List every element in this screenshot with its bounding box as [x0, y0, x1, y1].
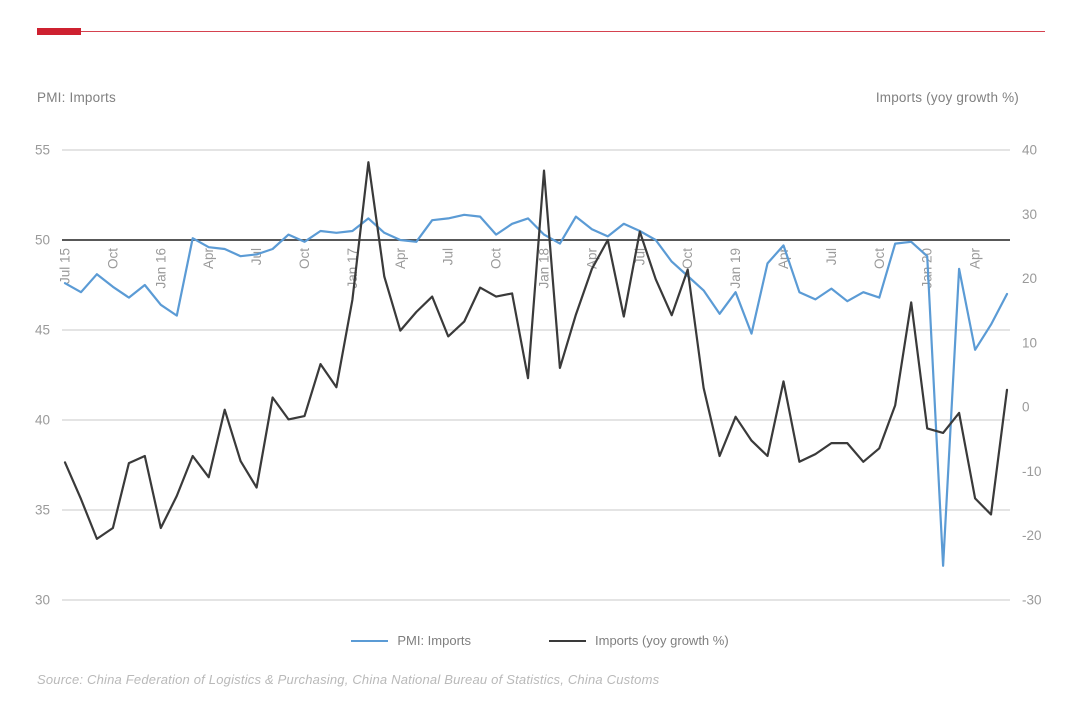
- left-axis-tick-label: 35: [35, 503, 50, 518]
- x-axis-tick-label: Jul 15: [58, 248, 73, 284]
- legend-item-pmi-imports: PMI: Imports: [351, 633, 471, 648]
- x-axis-tick-label: Oct: [872, 248, 887, 269]
- imports-yoy-line-swatch: [549, 639, 587, 642]
- x-axis-tick-label: Jan 18: [536, 248, 551, 289]
- x-axis-tick-label: Jul: [441, 248, 456, 265]
- left-axis-tick-label: 45: [35, 323, 50, 338]
- pmi-imports-line-swatch: [351, 639, 389, 642]
- legend-label: Imports (yoy growth %): [595, 633, 729, 648]
- right-axis-tick-label: -20: [1022, 528, 1042, 543]
- x-axis-tick-label: Jan 19: [728, 248, 743, 289]
- pmi-imports-line: [63, 213, 1009, 567]
- imports-yoy-line: [63, 161, 1009, 541]
- left-axis-tick-label: 50: [35, 233, 50, 248]
- x-axis-tick-label: Oct: [489, 248, 504, 269]
- x-axis-tick-label: Jul: [824, 248, 839, 265]
- right-axis-tick-label: 40: [1022, 143, 1037, 158]
- legend-item-imports-yoy: Imports (yoy growth %): [549, 633, 729, 648]
- x-axis-tick-label: Jul: [249, 248, 264, 265]
- x-axis-tick-label: Jan 16: [153, 248, 168, 289]
- right-axis-tick-label: -10: [1022, 464, 1042, 479]
- x-axis-tick-label: Apr: [776, 248, 791, 270]
- right-axis-tick-label: 30: [1022, 207, 1037, 222]
- x-axis-tick-label: Apr: [393, 248, 408, 270]
- chart-legend: PMI: Imports Imports (yoy growth %): [0, 633, 1080, 648]
- x-axis-tick-label: Oct: [297, 248, 312, 269]
- right-axis-tick-label: 10: [1022, 335, 1037, 350]
- legend-label: PMI: Imports: [397, 633, 472, 648]
- x-axis-tick-label: Oct: [680, 248, 695, 269]
- left-axis-tick-label: 55: [35, 143, 50, 158]
- left-axis-tick-label: 40: [35, 413, 50, 428]
- right-axis-tick-label: 0: [1022, 400, 1030, 415]
- x-axis-tick-label: Apr: [201, 248, 216, 270]
- right-axis-title: Imports (yoy growth %): [875, 90, 1019, 105]
- x-axis-tick-label: Apr: [968, 248, 983, 270]
- right-axis-tick-label: 20: [1022, 271, 1037, 286]
- left-axis-tick-label: 30: [35, 593, 50, 608]
- left-axis-title: PMI: Imports: [37, 90, 116, 105]
- accent-rule-line: [37, 31, 1045, 32]
- source-note: Source: China Federation of Logistics & …: [37, 672, 660, 687]
- x-axis-tick-label: Oct: [105, 248, 120, 269]
- right-axis-tick-label: -30: [1022, 593, 1042, 608]
